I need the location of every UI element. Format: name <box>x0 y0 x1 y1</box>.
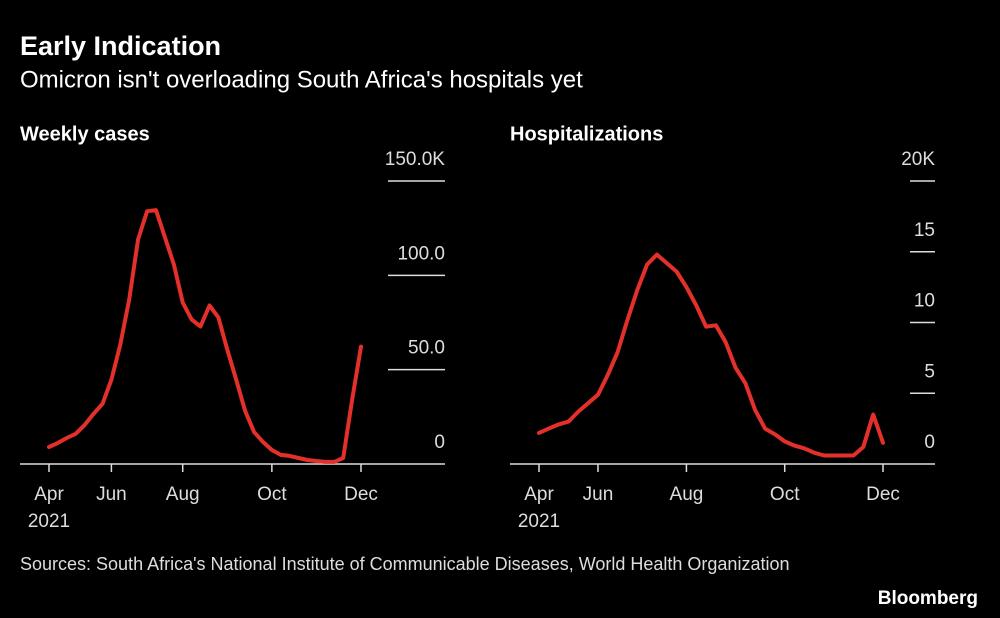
line <box>537 252 885 458</box>
year-label: 2021 <box>28 511 70 532</box>
x-tick-label: Jun <box>583 484 614 505</box>
y-tick-label: 15 <box>914 220 935 241</box>
x-tick-label: Oct <box>770 484 800 505</box>
y-tick-label: 150.0K <box>385 149 446 170</box>
chart-title: Weekly cases <box>20 123 150 145</box>
title: Early Indication <box>20 31 221 61</box>
x-tick-label: Dec <box>866 484 900 505</box>
x-tick-label: Aug <box>166 484 200 505</box>
year-label: 2021 <box>518 511 560 532</box>
subtitle: Omicron isn't overloading South Africa's… <box>20 66 583 93</box>
chart-title: Hospitalizations <box>510 123 663 145</box>
y-tick-label: 0 <box>434 432 445 453</box>
y-tick-label: 100.0 <box>397 243 445 264</box>
y-tick-label: 0 <box>924 432 935 453</box>
x-tick-label: Dec <box>344 484 378 505</box>
x-tick-label: Aug <box>670 484 704 505</box>
line <box>47 208 363 464</box>
x-tick-label: Oct <box>257 484 287 505</box>
x-tick-label: Jun <box>96 484 127 505</box>
source: Sources: South Africa's National Institu… <box>20 554 790 574</box>
y-tick-label: 50.0 <box>408 338 445 359</box>
x-tick-label: Apr <box>524 484 554 505</box>
brand: Bloomberg <box>878 588 978 609</box>
source-box: Sources: South Africa's National Institu… <box>20 554 790 574</box>
x-tick-label: Apr <box>34 484 64 505</box>
y-tick-label: 5 <box>924 361 935 382</box>
y-tick-label: 20K <box>901 149 935 170</box>
y-tick-label: 10 <box>914 291 935 312</box>
